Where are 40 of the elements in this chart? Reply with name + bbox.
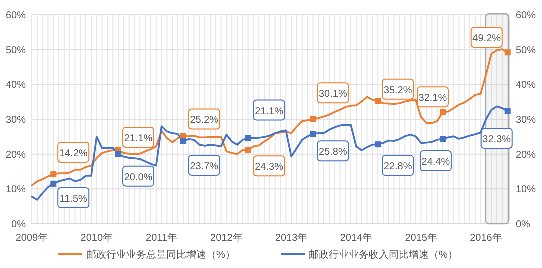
y2-tick-label: 30% <box>516 115 536 126</box>
annotation: 14.2% <box>59 148 88 160</box>
annotation: 22.8% <box>384 162 412 173</box>
annotation: 11.5% <box>60 194 88 205</box>
annotation: 49.2% <box>472 34 502 45</box>
y2-tick-label: 50% <box>516 45 536 56</box>
annotation: 25.8% <box>319 147 348 158</box>
annotation: 35.2% <box>384 85 412 96</box>
x-tick-label: 2011年 <box>146 232 178 244</box>
y2-tick-label: 10% <box>516 184 536 196</box>
x-tick-label: 2010年 <box>80 232 114 244</box>
annotation: 21.1% <box>124 134 153 144</box>
y-tick-label: 10% <box>6 184 26 196</box>
y-tick-label: 50% <box>6 45 26 56</box>
y-tick-label: 30% <box>6 115 26 126</box>
annotation: 30.1% <box>319 89 348 100</box>
y-tick-label: 40% <box>6 80 26 92</box>
annotation: 32.1% <box>418 93 448 104</box>
x-tick-label: 2009年 <box>16 232 48 244</box>
annotation: 24.3% <box>255 162 284 174</box>
annotation: 23.7% <box>190 161 219 172</box>
y-tick-label: 60% <box>6 10 26 22</box>
x-tick-label: 2012年 <box>210 232 243 244</box>
x-tick-label: 2016年 <box>470 232 502 244</box>
y2-tick-label: 20% <box>516 150 536 161</box>
annotation: 24.4% <box>422 157 450 168</box>
y-tick-label: 20% <box>6 150 26 161</box>
annotation: 21.1% <box>255 106 284 118</box>
y2-tick-label: 0% <box>516 220 531 230</box>
y-tick-label: 0% <box>12 220 26 230</box>
y2-tick-label: 60% <box>516 10 536 22</box>
x-tick-label: 2015年 <box>405 232 438 244</box>
annotation: 32.3% <box>482 134 512 146</box>
x-tick-label: 2013年 <box>275 232 308 244</box>
annotation: 25.2% <box>190 115 219 126</box>
x-tick-label: 2014年 <box>340 232 373 244</box>
legend-label: 邮政行业业务总量同比增速（%） <box>86 249 236 261</box>
y2-tick-label: 40% <box>516 80 536 92</box>
annotation: 20.0% <box>124 172 153 184</box>
legend-label: 邮政行业业务收入同比增速（%） <box>309 249 458 261</box>
